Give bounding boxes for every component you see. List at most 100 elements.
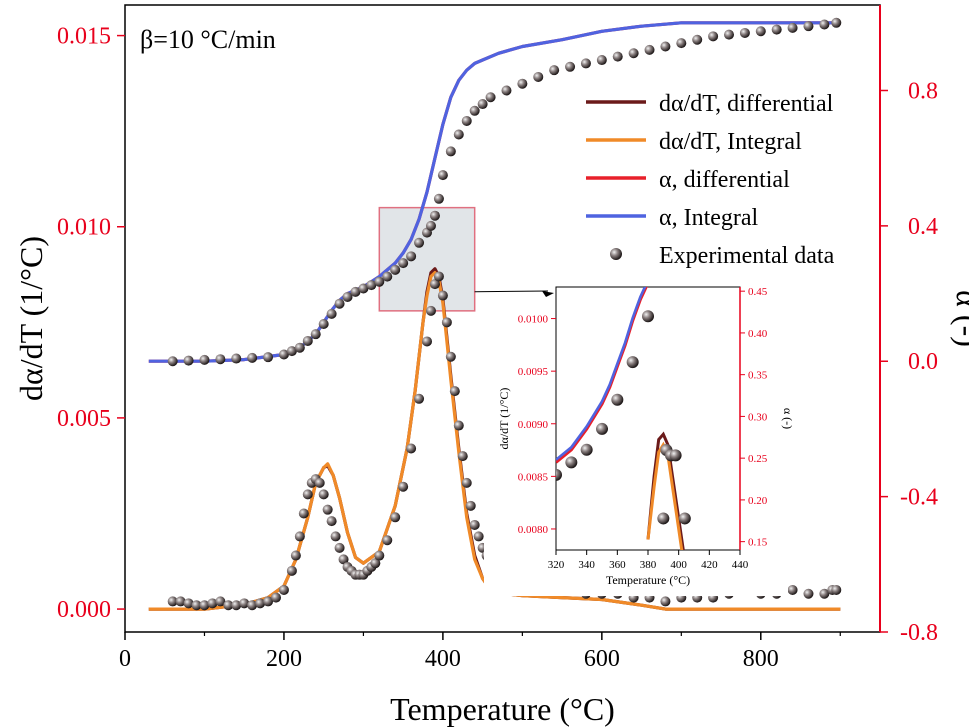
inset-experimental-alpha-point [565, 456, 578, 469]
experimental-point [819, 588, 830, 599]
labels-layer: Temperature (°C) dα/dT (1/°C) α (-) β=10 °C… [13, 25, 969, 727]
experimental-point [278, 584, 289, 595]
experimental-point [199, 600, 210, 611]
inset-experimental-alpha-point [556, 468, 562, 481]
experimental-point [338, 554, 349, 565]
experimental-alpha-point [374, 276, 385, 287]
experimental-alpha-point [437, 170, 448, 181]
experimental-point [223, 600, 234, 611]
experimental-point [298, 508, 309, 519]
y-tick-label: 0.005 [57, 406, 111, 432]
experimental-alpha-point [485, 92, 496, 103]
inset-background [484, 281, 788, 596]
x-tick-label: 600 [584, 646, 620, 672]
experimental-point [326, 516, 337, 527]
experimental-point [294, 531, 305, 542]
experimental-alpha-point [461, 115, 472, 126]
experimental-alpha-point [628, 48, 639, 59]
y-tick-label: 0.000 [57, 597, 111, 623]
experimental-point [290, 550, 301, 561]
series-line-dadt_integral [148, 271, 841, 611]
x-tick-label: 400 [425, 646, 461, 672]
experimental-point [406, 443, 417, 454]
experimental-point [461, 477, 472, 488]
inset-experimental-alpha-point [642, 310, 654, 323]
axes-layer: 0 200 400 600 800 0.000 0.005 0.010 0.015 -0.8 -0.… [57, 5, 938, 672]
experimental-alpha-point [445, 146, 456, 157]
experimental-point [207, 598, 218, 609]
inset-y2-tick-label: 0.15 [748, 537, 768, 549]
experimental-point [425, 305, 436, 316]
inset-experimental-alpha-point [580, 443, 593, 456]
experimental-point [445, 351, 456, 362]
x-tick-label: 200 [266, 646, 302, 672]
experimental-alpha-point [831, 17, 842, 28]
experimental-point [263, 596, 274, 607]
y2-tick-label: 0.8 [908, 78, 938, 104]
experimental-alpha-point [724, 29, 734, 40]
experimental-alpha-point [167, 356, 178, 367]
experimental-alpha-point [302, 335, 313, 346]
y-axis-label: dα/dT (1/°C) [13, 236, 49, 401]
y2-axis-label: α (-) [950, 290, 969, 347]
inset-content [556, 287, 691, 550]
experimental-point [429, 279, 440, 290]
experimental-alpha-point [414, 237, 425, 248]
experimental-point [239, 598, 250, 609]
experimental-alpha-point [549, 65, 560, 76]
experimental-alpha-point [533, 71, 544, 82]
inset-experimental-alpha-point [626, 356, 639, 369]
y-tick-label: 0.015 [57, 24, 111, 50]
experimental-alpha-point [755, 26, 766, 37]
inset-y-tick-label: 0.0080 [518, 524, 549, 536]
x-axis-label: Temperature (°C) [390, 691, 615, 727]
experimental-point [457, 451, 468, 462]
experimental-alpha-point [247, 352, 258, 363]
experimental-alpha-point [819, 19, 830, 30]
inset-y-tick-label: 0.0085 [518, 471, 549, 483]
experimental-alpha-point [501, 85, 512, 96]
experimental-alpha-point [477, 99, 488, 110]
inset-y-axis-label: dα/dT (1/°C) [497, 388, 511, 450]
experimental-point [433, 271, 444, 282]
experimental-point [330, 531, 341, 542]
experimental-point [465, 500, 476, 511]
inset-y2-tick-label: 0.30 [748, 411, 768, 423]
experimental-point [441, 317, 452, 328]
inset-y2-tick-label: 0.45 [748, 286, 768, 298]
experimental-alpha-point [398, 258, 409, 269]
y2-tick-label: -0.8 [900, 620, 938, 646]
legend-layer: dα/dT, differential dα/dT, Integral α, dif… [586, 91, 835, 269]
experimental-alpha-point [183, 355, 194, 366]
inset-x-tick-label: 320 [548, 559, 565, 571]
inset-x-tick-label: 440 [732, 559, 749, 571]
inset-layer: 320 340 360 380 400 420 440 0.0080 0.0085 0.0090 0… [474, 281, 795, 596]
inset-x-tick-label: 360 [609, 559, 626, 571]
experimental-alpha-point [565, 61, 576, 72]
legend-label: dα/dT, differential [659, 91, 834, 117]
experimental-alpha-point [350, 286, 361, 297]
experimental-point [803, 588, 814, 599]
inset-experimental-alpha-point [596, 422, 608, 435]
y2-tick-label: -0.4 [900, 485, 938, 511]
experimental-point [831, 584, 842, 595]
x-tick-label: 0 [119, 646, 131, 672]
experimental-point [449, 386, 460, 397]
chart-title: β=10 °C/min [140, 25, 276, 54]
experimental-point [422, 336, 432, 347]
inset-y-tick-label: 0.0100 [518, 314, 549, 326]
inset-y2-tick-label: 0.25 [748, 453, 768, 465]
experimental-alpha-point [215, 354, 226, 365]
experimental-alpha-point [433, 193, 444, 204]
experimental-alpha-point [676, 38, 687, 49]
inset-y2-tick-label: 0.40 [748, 328, 768, 340]
experimental-point [398, 481, 409, 492]
inset-y2-tick-label: 0.20 [748, 495, 768, 507]
inset-x-tick-label: 420 [701, 559, 718, 571]
experimental-alpha-point [286, 346, 297, 357]
experimental-point [255, 598, 266, 609]
experimental-alpha-point [358, 283, 369, 294]
experimental-alpha-point [660, 41, 671, 52]
y-tick-label: 0.010 [57, 215, 111, 241]
